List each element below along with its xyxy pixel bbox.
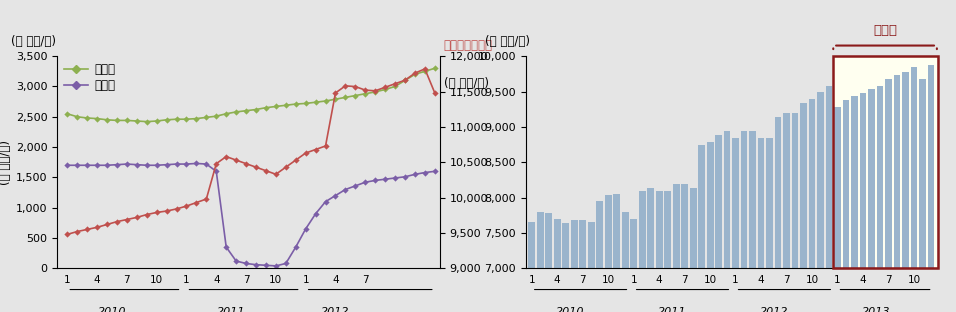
Text: 전망치: 전망치 xyxy=(873,24,897,37)
Bar xyxy=(621,212,628,312)
Text: (제 배럴/일): (제 배럴/일) xyxy=(11,35,56,48)
Bar xyxy=(809,99,815,312)
Bar xyxy=(630,219,637,312)
Bar xyxy=(758,138,765,312)
Bar xyxy=(605,195,612,312)
Bar xyxy=(732,138,739,312)
Bar xyxy=(774,117,781,312)
Legend: 이라크, 리비아: 이라크, 리비아 xyxy=(63,62,116,93)
Bar xyxy=(579,220,586,312)
Bar xyxy=(842,100,849,312)
Bar xyxy=(910,67,918,312)
Bar xyxy=(792,114,798,312)
Bar xyxy=(715,135,722,312)
Bar xyxy=(656,191,663,312)
Bar xyxy=(902,72,909,312)
Bar xyxy=(698,145,705,312)
Bar xyxy=(741,131,748,312)
Text: 2013: 2013 xyxy=(861,306,890,312)
Bar xyxy=(614,194,620,312)
Y-axis label: (제 배럴/일): (제 배럴/일) xyxy=(0,140,11,185)
Bar xyxy=(588,222,595,312)
Bar xyxy=(545,213,553,312)
Bar xyxy=(927,65,934,312)
Text: (제 배럴/일): (제 배럴/일) xyxy=(485,35,530,48)
Bar xyxy=(885,79,892,312)
Text: 2011: 2011 xyxy=(658,306,686,312)
Bar xyxy=(834,56,938,268)
Bar xyxy=(682,184,688,312)
Text: 2012: 2012 xyxy=(321,306,350,312)
Bar xyxy=(766,138,773,312)
Bar xyxy=(834,107,841,312)
Bar xyxy=(919,79,925,312)
Bar xyxy=(647,188,654,312)
Bar xyxy=(783,114,790,312)
Bar xyxy=(673,184,680,312)
Bar xyxy=(689,188,697,312)
Bar xyxy=(724,131,730,312)
Text: 2012: 2012 xyxy=(760,306,788,312)
Text: 2010: 2010 xyxy=(98,306,126,312)
Bar xyxy=(826,86,833,312)
Bar xyxy=(817,92,824,312)
Bar xyxy=(894,75,901,312)
Bar xyxy=(529,222,535,312)
Bar xyxy=(868,90,875,312)
Bar xyxy=(537,212,544,312)
Bar xyxy=(706,142,713,312)
Text: 2010: 2010 xyxy=(555,306,584,312)
Bar xyxy=(562,223,569,312)
Bar xyxy=(750,131,756,312)
Text: 2011: 2011 xyxy=(217,306,246,312)
Bar xyxy=(851,96,858,312)
Bar xyxy=(664,191,671,312)
Bar xyxy=(877,86,883,312)
Bar xyxy=(554,219,560,312)
Bar xyxy=(571,220,577,312)
Text: 사우디아라비아: 사우디아라비아 xyxy=(444,39,492,52)
Bar xyxy=(834,56,938,268)
Bar xyxy=(639,191,645,312)
Text: (제 배럴/일): (제 배럴/일) xyxy=(444,77,489,90)
Bar xyxy=(597,201,603,312)
Bar xyxy=(859,93,866,312)
Bar xyxy=(800,103,807,312)
